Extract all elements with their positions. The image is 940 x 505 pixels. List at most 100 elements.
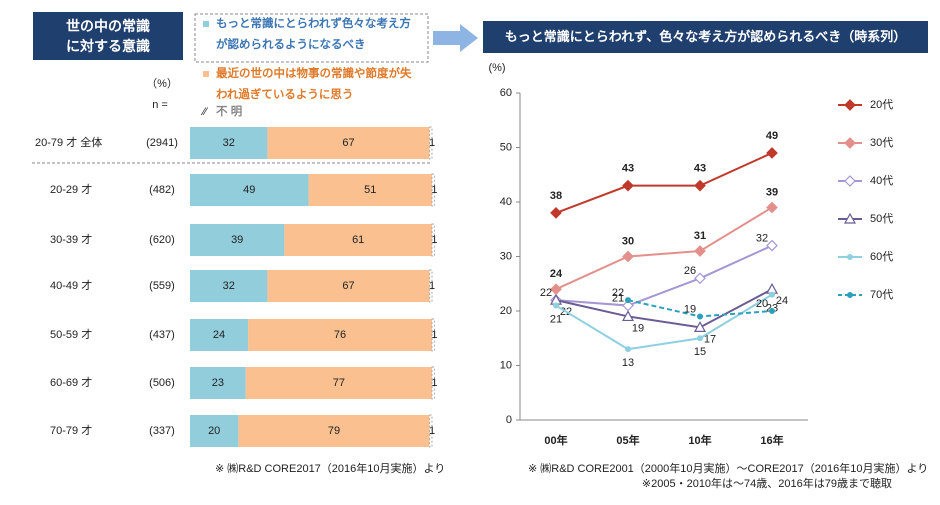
bar-segment bbox=[429, 414, 433, 448]
category-label: 50-59 才 bbox=[50, 327, 92, 341]
marker bbox=[766, 147, 778, 159]
legend-swatch bbox=[203, 71, 209, 77]
value-label: 17 bbox=[704, 333, 716, 345]
value-label: 26 bbox=[684, 265, 696, 277]
marker bbox=[694, 245, 706, 257]
value-label: 1 bbox=[431, 234, 437, 246]
value-label: 39 bbox=[231, 234, 243, 246]
value-label: 15 bbox=[694, 346, 706, 358]
marker bbox=[844, 175, 856, 187]
legend-box bbox=[194, 13, 429, 63]
value-label: 1 bbox=[429, 137, 435, 149]
value-label: 23 bbox=[212, 377, 224, 389]
value-label: 21 bbox=[612, 292, 624, 304]
value-label: 43 bbox=[622, 163, 634, 175]
value-label: 21 bbox=[550, 313, 562, 325]
value-label: 61 bbox=[352, 234, 364, 246]
x-tick-label: 00年 bbox=[544, 433, 567, 447]
source-note: ※ ㈱R&D CORE2017（2016年10月実施）より bbox=[215, 461, 445, 475]
value-label: 32 bbox=[756, 233, 768, 245]
bar-segment bbox=[248, 319, 432, 351]
marker bbox=[844, 137, 856, 149]
category-label: 30-39 才 bbox=[50, 232, 92, 246]
y-tick-label: 0 bbox=[506, 414, 512, 426]
marker bbox=[625, 297, 631, 304]
value-label: 19 bbox=[632, 322, 644, 334]
marker bbox=[694, 179, 706, 192]
right-title-box bbox=[483, 21, 928, 53]
x-tick-label: 10年 bbox=[688, 433, 711, 447]
value-label: 30 bbox=[622, 235, 634, 247]
value-label: 22 bbox=[540, 287, 552, 299]
n-value: (559) bbox=[149, 280, 175, 292]
marker bbox=[766, 201, 778, 214]
marker bbox=[697, 335, 703, 342]
category-label: 20-29 才 bbox=[50, 182, 92, 196]
left-title-box bbox=[33, 12, 183, 60]
value-label: 20 bbox=[756, 298, 768, 310]
marker bbox=[693, 321, 707, 332]
value-label: 32 bbox=[223, 280, 235, 292]
value-label: 24 bbox=[213, 329, 225, 341]
bar-segment bbox=[190, 319, 249, 351]
bar-segment bbox=[190, 224, 285, 256]
bar-segment bbox=[429, 269, 433, 303]
value-label: 1 bbox=[431, 377, 437, 389]
category-label: 70-79 才 bbox=[50, 423, 92, 437]
value-label: 51 bbox=[364, 184, 376, 196]
value-label: 1 bbox=[429, 280, 435, 292]
n-value: (337) bbox=[149, 425, 175, 437]
category-label: 20-79 才 全体 bbox=[35, 135, 102, 149]
y-tick-label: 30 bbox=[500, 250, 512, 262]
x-tick-label: 05年 bbox=[616, 433, 639, 447]
y-tick-label: 10 bbox=[500, 359, 512, 371]
value-label: 1 bbox=[431, 184, 437, 196]
marker bbox=[847, 292, 853, 298]
bar-segment bbox=[245, 367, 432, 399]
value-label: 20 bbox=[208, 425, 220, 437]
legend-label: 不 明 bbox=[216, 106, 243, 118]
series-line bbox=[555, 293, 773, 351]
bar-segment bbox=[431, 366, 435, 400]
marker bbox=[621, 310, 635, 322]
bar-segment bbox=[267, 127, 430, 159]
value-label: 76 bbox=[334, 329, 346, 341]
bar-segment bbox=[238, 415, 430, 447]
bar-segment bbox=[284, 224, 432, 256]
y-tick-label: 40 bbox=[500, 196, 512, 208]
series-line bbox=[555, 152, 773, 214]
marker bbox=[847, 254, 853, 260]
legend-label: 70代 bbox=[870, 288, 893, 301]
value-label: 49 bbox=[243, 184, 255, 196]
n-value: (506) bbox=[149, 377, 175, 389]
unit-label: （%） bbox=[146, 77, 178, 90]
n-value: (620) bbox=[149, 234, 175, 246]
value-label: 77 bbox=[333, 377, 345, 389]
marker bbox=[694, 272, 706, 285]
bar-segment bbox=[431, 318, 435, 352]
bar-segment bbox=[431, 223, 435, 257]
legend-label: 50代 bbox=[870, 212, 893, 225]
marker bbox=[622, 179, 634, 192]
marker bbox=[769, 308, 775, 314]
legend-label: 40代 bbox=[870, 174, 893, 187]
n-value: (437) bbox=[149, 329, 175, 341]
marker bbox=[553, 302, 559, 309]
value-label: 31 bbox=[694, 230, 706, 242]
value-label: 24 bbox=[550, 268, 563, 280]
bar-segment bbox=[431, 173, 435, 207]
right-title: もっと常識にとらわれず、色々な考え方が認められるべき（時系列） bbox=[504, 29, 907, 44]
marker bbox=[844, 99, 856, 111]
marker bbox=[843, 212, 857, 224]
value-label: 1 bbox=[429, 425, 435, 437]
value-label: 19 bbox=[684, 303, 696, 315]
left-title: 世の中の常識に対する意識 bbox=[66, 18, 150, 54]
y-tick-label: 60 bbox=[500, 87, 512, 99]
bar-segment bbox=[308, 174, 432, 206]
value-label: 32 bbox=[223, 137, 235, 149]
value-label: 39 bbox=[766, 186, 778, 198]
marker bbox=[550, 283, 562, 296]
value-label: 79 bbox=[328, 425, 340, 437]
marker bbox=[622, 250, 634, 263]
